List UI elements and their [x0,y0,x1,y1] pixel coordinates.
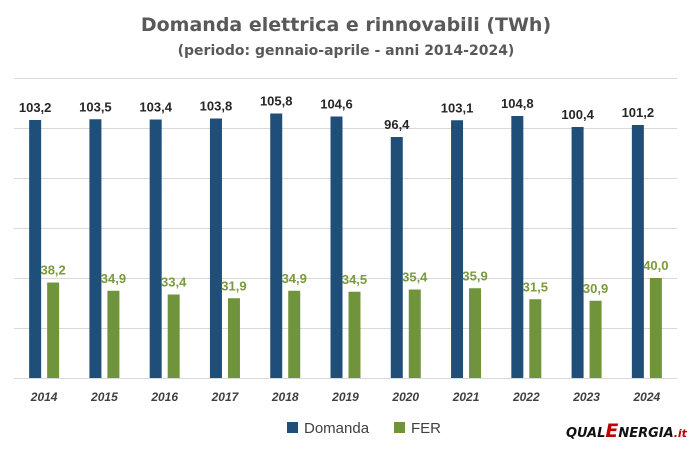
x-tick-label-2014: 2014 [30,390,58,404]
logo-part-e: E [605,420,618,442]
data-label-domanda-2016: 103,4 [139,100,172,115]
data-label-fer-2023: 30,9 [583,281,608,296]
bar-fer-2015 [107,290,120,378]
data-label-domanda-2018: 105,8 [260,94,293,109]
bar-domanda-2015 [89,119,102,378]
x-axis-tick-labels: 2014 2015 2016 2017 2018 2019 2020 2021 2022 2023… [30,390,661,404]
bar-domanda-2024 [631,125,644,378]
qualenergia-logo: QUALENERGIA.it [566,420,688,442]
data-label-fer-2017: 31,9 [221,278,246,293]
data-label-fer-2018: 34,9 [282,271,307,286]
x-tick-label-2017: 2017 [211,390,240,404]
bar-domanda-2023 [571,127,584,378]
bars [29,113,662,378]
bar-domanda-2020 [390,137,403,378]
x-tick-label-2016: 2016 [150,390,178,404]
x-tick-label-2024: 2024 [633,390,661,404]
data-label-domanda-2015: 103,5 [79,99,112,114]
bar-domanda-2017 [209,118,222,378]
x-tick-label-2021: 2021 [452,390,480,404]
x-tick-label-2020: 2020 [391,390,419,404]
bar-domanda-2021 [451,120,464,378]
data-label-domanda-2019: 104,6 [320,97,353,112]
x-tick-label-2019: 2019 [331,390,359,404]
data-label-domanda-2021: 103,1 [441,100,474,115]
x-tick-label-2015: 2015 [90,390,118,404]
data-label-domanda-2014: 103,2 [19,100,52,115]
bar-fer-2016 [167,294,180,378]
x-tick-label-2022: 2022 [512,390,540,404]
logo-part-qual: QUAL [566,426,605,441]
data-label-fer-2016: 33,4 [161,275,187,290]
bar-domanda-2014 [29,120,42,378]
bar-domanda-2018 [270,113,283,378]
bar-fer-2017 [227,298,240,378]
bar-domanda-2019 [330,116,343,378]
chart-title: Domanda elettrica e rinnovabili (TWh) [141,14,551,36]
data-label-fer-2020: 35,4 [402,270,428,285]
legend: Domanda FER [287,420,441,437]
logo-part-nergia: NERGIA [618,426,673,441]
bar-fer-2020 [408,289,421,378]
legend-swatch-domanda [287,422,298,433]
bar-fer-2022 [529,299,542,378]
x-tick-label-2023: 2023 [572,390,600,404]
data-label-fer-2021: 35,9 [462,268,487,283]
bar-fer-2018 [288,290,301,378]
bar-fer-2019 [348,291,361,378]
data-label-domanda-2022: 104,8 [501,96,534,111]
legend-label-domanda: Domanda [304,420,370,437]
legend-label-fer: FER [411,420,441,437]
bar-fer-2023 [589,300,602,378]
x-tick-label-2018: 2018 [271,390,299,404]
chart-subtitle: (periodo: gennaio-aprile - anni 2014-202… [178,43,515,59]
bar-domanda-2022 [511,116,524,378]
bar-domanda-2016 [149,119,162,378]
data-label-domanda-2020: 96,4 [384,117,410,132]
logo-part-it: .it [674,427,688,440]
data-label-fer-2019: 34,5 [342,272,367,287]
bar-fer-2021 [469,288,482,378]
data-label-domanda-2023: 100,4 [561,107,594,122]
data-label-fer-2014: 38,2 [40,263,65,278]
data-label-domanda-2024: 101,2 [622,105,655,120]
value-labels: 103,2 103,5 103,4 103,8 105,8 104,6 96,4 103,1 1… [19,94,669,296]
bar-fer-2024 [649,278,662,378]
data-label-fer-2024: 40,0 [643,258,668,273]
legend-swatch-fer [394,422,405,433]
svg-text:QUALENERGIA.it: QUALENERGIA.it [566,420,688,442]
data-label-domanda-2017: 103,8 [200,99,233,114]
data-label-fer-2022: 31,5 [523,279,548,294]
data-label-fer-2015: 34,9 [101,271,126,286]
gridlines [14,78,677,379]
bar-fer-2014 [47,282,60,378]
